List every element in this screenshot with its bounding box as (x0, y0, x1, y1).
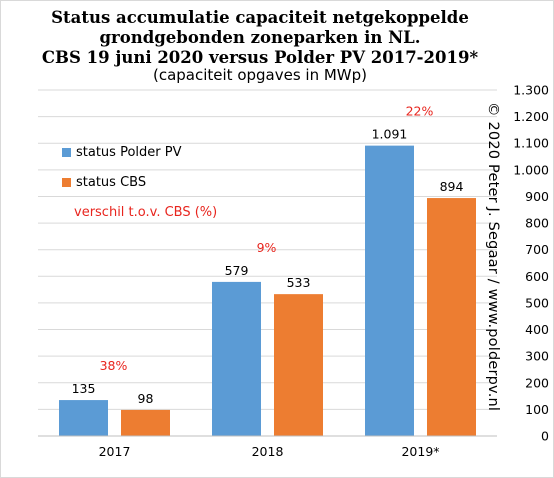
y-tick-label: 100 (525, 402, 549, 417)
bar (212, 281, 261, 436)
legend-item-cbs: status CBS (62, 175, 146, 190)
legend-swatch-cbs (62, 178, 71, 187)
difference-label: 9% (257, 240, 277, 255)
bar (274, 294, 323, 436)
y-tick-label: 800 (525, 216, 549, 231)
bar-value-label: 98 (138, 391, 154, 406)
y-tick-label: 0 (541, 429, 549, 444)
bar-value-label: 579 (225, 263, 249, 278)
y-tick-label: 1.100 (513, 136, 549, 151)
bar-value-label: 1.091 (372, 127, 408, 142)
gridlines (38, 89, 497, 410)
y-tick-label: 300 (525, 349, 549, 364)
y-tick-label: 600 (525, 269, 549, 284)
x-tick-label: 2017 (99, 444, 131, 459)
bar (365, 145, 414, 436)
y-tick-label: 200 (525, 375, 549, 390)
bars (59, 145, 476, 436)
bar-value-label: 894 (440, 179, 464, 194)
legend-label-polder-pv: status Polder PV (76, 145, 182, 160)
legend-item-polder-pv: status Polder PV (62, 145, 181, 160)
y-tick-label: 1.300 (513, 83, 549, 98)
bar (59, 400, 108, 436)
x-tick-label: 2018 (252, 444, 284, 459)
copyright-text: © 2020 Peter J. Segaar / www.polderpv.nl (485, 102, 501, 412)
chart-subtitle: (capaciteit opgaves in MWp) (152, 66, 368, 84)
x-tick-label: 2019* (401, 444, 439, 459)
bar-value-label: 135 (72, 381, 96, 396)
chart-title-line-2: grondgebonden zoneparken in NL. (99, 28, 421, 47)
chart-title: Status accumulatie capaciteit netgekoppe… (0, 8, 520, 68)
bar-value-label: 533 (287, 275, 311, 290)
y-tick-label: 400 (525, 322, 549, 337)
legend-label-cbs: status CBS (76, 175, 147, 190)
chart-title-line-1: Status accumulatie capaciteit netgekoppe… (51, 8, 469, 27)
bar (121, 409, 170, 436)
legend-difference-label: verschil t.o.v. CBS (%) (74, 205, 218, 220)
y-tick-label: 700 (525, 242, 549, 257)
y-tick-label: 900 (525, 189, 549, 204)
difference-label: 38% (100, 358, 128, 373)
legend-swatch-polder-pv (62, 148, 71, 157)
y-tick-label: 1.000 (513, 162, 549, 177)
copyright-notice: © 2020 Peter J. Segaar / www.polderpv.nl (477, 102, 507, 442)
bar (427, 198, 476, 436)
y-tick-label: 1.200 (513, 109, 549, 124)
y-tick-label: 500 (525, 295, 549, 310)
chart-title-line-3: CBS 19 juni 2020 versus Polder PV 2017-2… (41, 48, 479, 67)
data-labels: 135 98 38% 579 533 9% 1.091 894 22% (72, 104, 464, 406)
axes: 0 100 200 300 400 500 600 700 800 900 1.000 1.100 1.… (38, 83, 549, 459)
difference-label: 22% (406, 104, 434, 119)
